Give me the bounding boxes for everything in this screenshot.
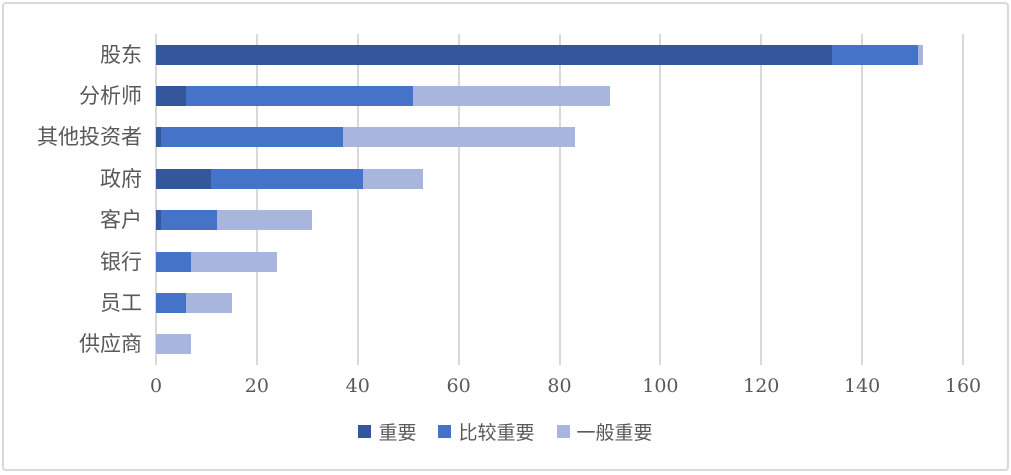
bar-segment-比较重要 bbox=[211, 168, 363, 189]
bar-segment-重要 bbox=[156, 86, 187, 107]
x-tick-label: 160 bbox=[944, 375, 982, 397]
bar-segment-比较重要 bbox=[161, 127, 343, 148]
bar-segment-比较重要 bbox=[186, 86, 414, 107]
bar-segment-一般重要 bbox=[342, 127, 575, 148]
bar-segment-比较重要 bbox=[161, 210, 217, 231]
bar-row bbox=[156, 168, 963, 189]
bar-segment-重要 bbox=[156, 168, 212, 189]
gridline bbox=[962, 34, 964, 365]
gridline bbox=[659, 34, 662, 365]
gridline bbox=[861, 34, 864, 365]
gridline bbox=[356, 34, 359, 365]
legend-swatch-icon bbox=[358, 425, 372, 438]
category-label: 分析师 bbox=[79, 84, 142, 109]
bar-segment-一般重要 bbox=[362, 168, 424, 189]
bar-segment-一般重要 bbox=[413, 86, 610, 107]
x-tick-label: 60 bbox=[446, 375, 471, 397]
category-label: 股东 bbox=[100, 42, 142, 67]
gridline bbox=[255, 34, 258, 365]
bar-segment-比较重要 bbox=[156, 292, 187, 313]
bar-row bbox=[156, 86, 963, 107]
category-label: 其他投资者 bbox=[37, 125, 142, 150]
category-label: 员工 bbox=[100, 290, 142, 315]
legend-swatch-icon bbox=[556, 425, 570, 438]
x-tick-label: 140 bbox=[843, 375, 881, 397]
x-tick-label: 20 bbox=[244, 375, 269, 397]
bar-row bbox=[156, 251, 963, 272]
category-label: 供应商 bbox=[79, 332, 142, 357]
bar-segment-一般重要 bbox=[216, 210, 313, 231]
gridline bbox=[155, 34, 157, 365]
bar-row bbox=[156, 44, 963, 65]
legend-label: 重要 bbox=[378, 422, 417, 444]
bar-segment-比较重要 bbox=[156, 251, 192, 272]
x-tick-label: 40 bbox=[345, 375, 370, 397]
gridline bbox=[760, 34, 763, 365]
bar-segment-重要 bbox=[156, 210, 162, 231]
bar-segment-一般重要 bbox=[186, 292, 232, 313]
plot-area: 0 20 40 60 80 100 120 140 160 股东分析师其他投资者政府客户银行员工供… bbox=[4, 4, 1007, 469]
category-label: 客户 bbox=[100, 208, 142, 233]
bar-segment-一般重要 bbox=[191, 251, 278, 272]
bar-segment-一般重要 bbox=[156, 334, 192, 355]
x-tick-label: 80 bbox=[547, 375, 572, 397]
gridline bbox=[457, 34, 460, 365]
legend-swatch-icon bbox=[438, 425, 452, 438]
legend-label: 一般重要 bbox=[576, 422, 653, 444]
x-tick-label: 120 bbox=[743, 375, 780, 397]
bar-row bbox=[156, 292, 963, 313]
legend-item-一般重要: 一般重要 bbox=[556, 418, 653, 445]
x-tick-label: 0 bbox=[149, 375, 163, 397]
legend: 重要 比较重要 一般重要 bbox=[4, 418, 1007, 445]
category-label: 政府 bbox=[100, 166, 142, 191]
legend-label: 比较重要 bbox=[458, 422, 535, 444]
gridline bbox=[558, 34, 561, 365]
x-tick-label: 100 bbox=[642, 375, 679, 397]
bar-row bbox=[156, 334, 963, 355]
bar-segment-比较重要 bbox=[831, 44, 918, 65]
bar-segment-重要 bbox=[156, 44, 832, 65]
legend-item-重要: 重要 bbox=[358, 418, 416, 445]
bar-row bbox=[156, 210, 963, 231]
bar-row bbox=[156, 127, 963, 148]
legend-item-比较重要: 比较重要 bbox=[438, 418, 535, 445]
bar-segment-一般重要 bbox=[917, 44, 923, 65]
category-label: 银行 bbox=[100, 249, 142, 274]
bar-segment-重要 bbox=[156, 127, 162, 148]
